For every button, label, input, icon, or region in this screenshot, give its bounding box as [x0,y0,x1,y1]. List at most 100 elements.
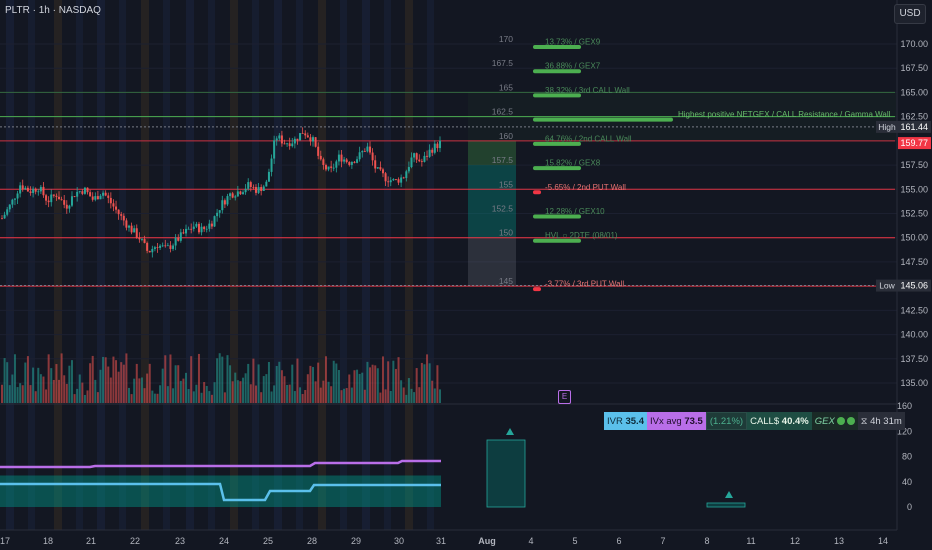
volume-bar [187,389,190,403]
symbol-header[interactable]: PLTR · 1h · NASDAQ [5,5,101,16]
price-tick-label: 150.00 [900,233,928,243]
candle [234,196,237,198]
volume-bar [96,392,99,403]
volume-bar [234,372,237,403]
level-strike-label: 162.5 [492,107,514,117]
price-tag-value: 159.77 [900,138,928,148]
volume-bar [247,363,250,403]
level-strike-label: 160 [499,131,513,141]
candle [439,140,441,149]
candle [26,187,29,192]
candle [392,179,395,181]
candle [133,228,136,233]
volume-bar [122,364,125,403]
candle [185,228,188,234]
volume-bar [135,363,138,403]
candle [221,200,224,211]
calls-badge: CALL$ 40.4% [747,412,812,430]
level-bar [533,93,581,98]
earnings-badge[interactable]: E [558,390,571,404]
level-strike-label: 145 [499,276,513,286]
price-tag-label: Low [879,281,895,291]
volume-bar [402,387,405,403]
volume-bar [262,376,265,403]
candle [68,205,71,209]
volume-bar [32,367,35,403]
volume-bar [159,385,162,403]
candle [13,198,16,200]
session-band [141,0,149,530]
volume-bar [260,392,263,403]
candle [231,193,234,198]
volume-bar [369,367,372,403]
volume-bar [50,368,53,403]
volume-bar [265,374,268,403]
volume-bar [117,371,120,403]
time-tick-label: 13 [834,536,844,546]
candle [78,191,81,192]
candle [1,218,3,220]
hvl-zone-box [468,165,516,238]
level-bar [533,238,581,243]
candle [267,171,270,182]
ivr-badge: IVR 35.4 [604,412,647,430]
candle [345,159,348,163]
volume-bar [439,389,441,403]
volume-bar [65,383,68,403]
volume-bar [356,369,359,403]
currency-button[interactable]: USD [894,4,926,24]
volume-bar [63,375,66,403]
level-label: HVL ○ 2DTE (08/01) [545,231,618,240]
session-band [405,0,413,530]
volume-bar [11,374,14,403]
candle [117,209,120,215]
volume-bar [172,388,175,403]
volume-bar [252,358,255,403]
volume-bar [76,388,79,403]
level-label: -5.65% / 2nd PUT Wall [545,183,626,192]
volume-bar [29,385,32,403]
candle [254,187,257,193]
time-tick-label: 29 [351,536,361,546]
session-band [119,0,126,530]
time-tick-label: 31 [436,536,446,546]
volume-bar [1,384,3,403]
volume-bar [306,374,309,403]
price-tick-label: 167.50 [900,63,928,73]
volume-bar [244,373,247,403]
volume-bar [6,362,9,403]
volume-bar [389,390,392,403]
candle [76,191,79,197]
candle [418,159,421,162]
volume-bar [112,356,115,403]
volume-bar [397,357,400,403]
volume-bar [293,391,296,403]
volume-bar [195,384,198,403]
candle [278,135,281,139]
volume-bar [221,356,224,403]
candle [299,133,302,141]
candle [99,195,102,200]
gex-badge: GEX [811,412,858,430]
volume-bar [89,363,92,403]
candle [161,245,164,247]
volume-bar [125,353,128,403]
volume-bar [296,358,299,403]
candle [433,143,436,153]
price-tick-label: 155.00 [900,184,928,194]
forecast-bar [486,439,526,508]
volume-bar [273,385,276,403]
osc-tick-label: 40 [902,477,912,487]
price-tag-label [876,120,898,133]
candle [37,191,40,193]
candle [340,154,343,162]
candle [65,204,68,209]
level-label: 12.28% / GEX10 [545,207,605,216]
level-strike-label: 167.5 [492,58,514,68]
candle [213,216,216,227]
volume-bar [317,362,320,403]
price-tick-label: 140.00 [900,330,928,340]
volume-bar [410,388,413,403]
time-tick-label: 4 [528,536,533,546]
